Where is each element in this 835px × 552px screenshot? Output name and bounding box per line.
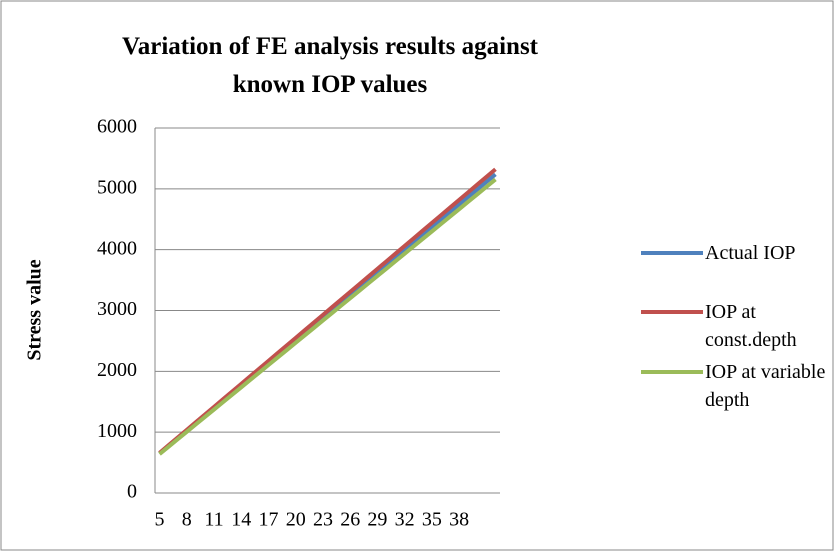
- y-tick-label: 2000: [97, 359, 137, 381]
- x-tick-label: 32: [395, 509, 415, 531]
- y-tick-label: 0: [127, 481, 137, 503]
- y-tick-label: 6000: [97, 116, 137, 138]
- y-axis-label: Stress value: [24, 259, 46, 360]
- x-tick-label: 23: [313, 509, 333, 531]
- x-tick-label: 38: [449, 509, 469, 531]
- x-tick-label: 20: [286, 509, 306, 531]
- series-line: [158, 167, 497, 455]
- legend-label: IOP at const.depth: [705, 301, 797, 351]
- legend-label: IOP at variable depth: [705, 361, 826, 411]
- y-tick-label: 5000: [97, 176, 137, 198]
- x-tick-label: 29: [367, 509, 387, 531]
- x-tick-label: 11: [204, 509, 223, 531]
- x-tick-label: 8: [182, 509, 192, 531]
- x-tick-label: 26: [340, 509, 360, 531]
- y-tick-label: 4000: [97, 237, 137, 259]
- series-line: [158, 177, 497, 456]
- x-tick-label: 17: [258, 509, 278, 531]
- chart-title: Variation of FE analysis results against…: [121, 33, 539, 98]
- legend-label: Actual IOP: [705, 242, 796, 264]
- x-tick-label: 14: [231, 509, 251, 531]
- x-tick-label: 5: [155, 509, 165, 531]
- y-tick-label: 3000: [97, 298, 137, 320]
- x-tick-label: 35: [422, 509, 442, 531]
- y-tick-label: 1000: [97, 420, 137, 442]
